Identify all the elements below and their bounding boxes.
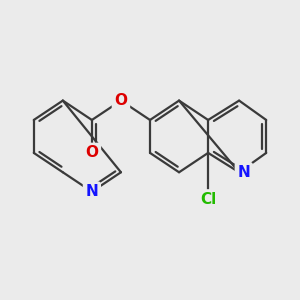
Text: Cl: Cl xyxy=(200,192,216,207)
Text: O: O xyxy=(114,93,128,108)
Text: O: O xyxy=(85,146,98,160)
Text: N: N xyxy=(85,184,98,199)
Text: N: N xyxy=(237,165,250,180)
